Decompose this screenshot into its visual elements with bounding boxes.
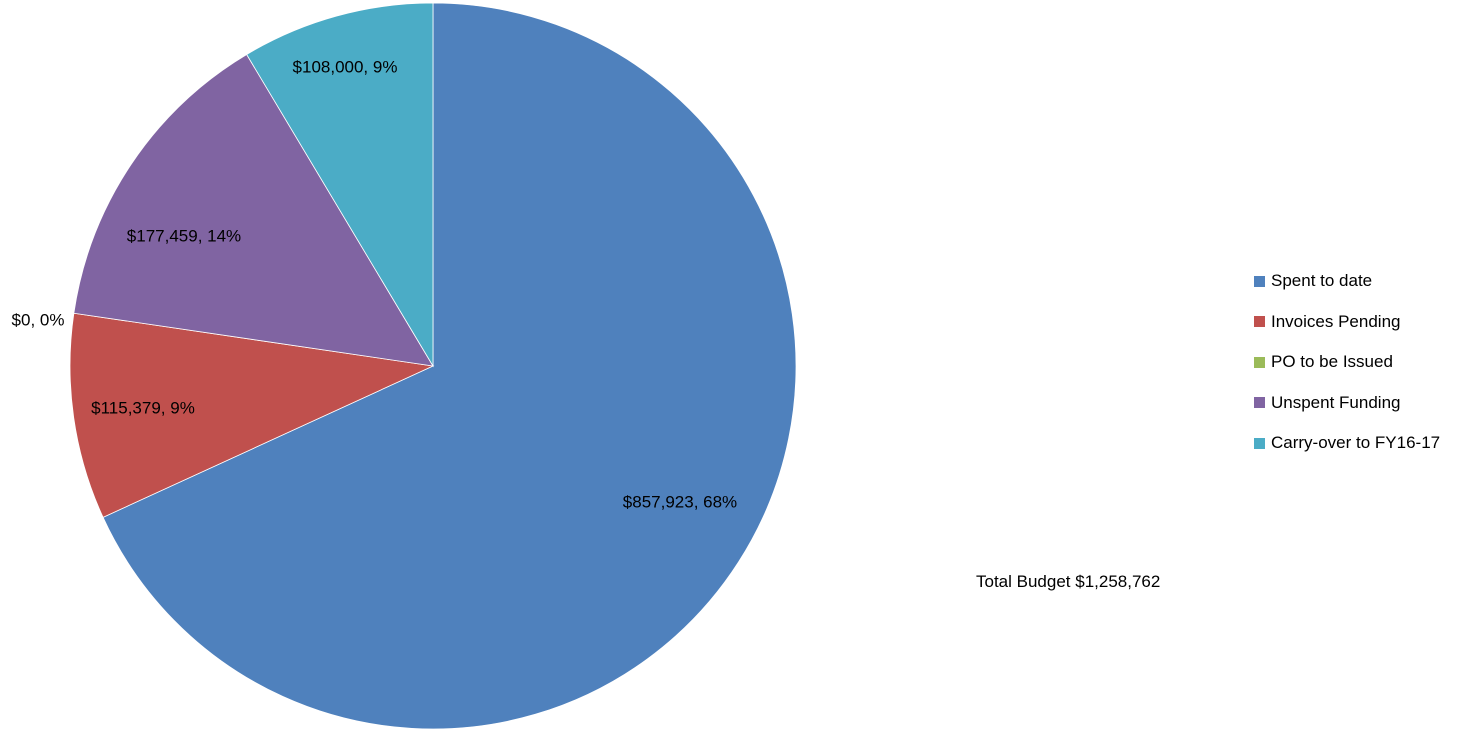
legend-label-spent-to-date: Spent to date — [1271, 271, 1373, 290]
legend-item-po-to-be-issued: PO to be Issued — [1254, 352, 1480, 372]
pie-labels: $857,923, 68% $115,379, 9% $0, 0% $177,459,… — [12, 57, 738, 511]
data-label-spent-to-date: $857,923, 68% — [623, 492, 737, 511]
legend-swatch-carry-over-to-fy16-17 — [1254, 437, 1265, 449]
legend-item-invoices-pending: Invoices Pending — [1254, 312, 1480, 332]
total-budget-annotation: Total Budget $1,258,762 — [976, 572, 1161, 591]
pie-slices — [69, 2, 797, 730]
data-label-unspent-funding: $177,459, 14% — [127, 226, 241, 245]
pie-chart: $857,923, 68% $115,379, 9% $0, 0% $177,459,… — [12, 2, 797, 730]
legend-label-po-to-be-issued: PO to be Issued — [1271, 352, 1393, 371]
pie-slice-unspent-funding — [73, 53, 434, 367]
legend-swatch-unspent-funding — [1254, 397, 1265, 408]
legend-label-carry-over-to-fy16-17: Carry-over to FY16-17 — [1271, 433, 1441, 452]
legend: Spent to date Invoices Pending PO to be Is… — [1254, 271, 1480, 474]
data-label-carry-over-to-fy16-17: $108,000, 9% — [293, 57, 398, 76]
legend-label-invoices-pending: Invoices Pending — [1271, 311, 1401, 331]
legend-swatch-invoices-pending — [1254, 316, 1265, 327]
pie-slice-spent-to-date — [102, 2, 797, 730]
legend-item-carry-over-to-fy16-17: Carry-over to FY16-17 — [1254, 433, 1480, 453]
pie-slice-invoices-pending — [69, 312, 435, 518]
data-label-invoices-pending: $115,379, 9% — [91, 398, 195, 417]
pie-slice-carry-over-to-fy16-17 — [246, 2, 434, 368]
legend-swatch-spent-to-date — [1254, 275, 1265, 287]
legend-swatch-po-to-be-issued — [1254, 356, 1265, 368]
legend-item-unspent-funding: Unspent Funding — [1254, 393, 1480, 413]
legend-item-spent-to-date: Spent to date — [1254, 271, 1480, 291]
data-label-po-to-be-issued: $0, 0% — [12, 310, 65, 329]
legend-label-unspent-funding: Unspent Funding — [1271, 392, 1401, 412]
